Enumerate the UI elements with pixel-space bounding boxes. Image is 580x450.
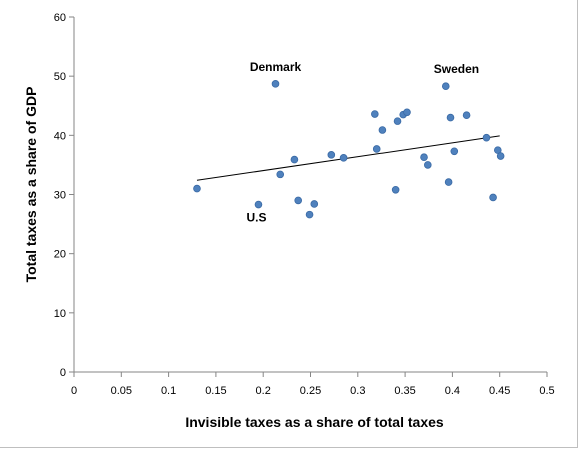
data-point [424,161,432,169]
x-tick-label: 0.4 [445,385,460,397]
data-point [371,110,379,118]
y-tick-label: 50 [54,71,66,83]
data-point [444,178,453,186]
data-point [462,111,471,120]
y-tick-label: 10 [54,308,66,320]
y-tick-label: 20 [54,249,66,261]
data-point [446,113,455,122]
y-axis-title: Total taxes as a share of GDP [23,87,39,283]
data-point [496,152,505,160]
y-axis-ticks: 0 10 20 30 40 50 60 [54,12,74,379]
data-point [441,82,450,91]
data-point [271,80,280,88]
x-tick-label: 0 [71,385,77,397]
y-tick-label: 30 [54,190,66,202]
data-point [254,200,263,209]
x-tick-label: 0.25 [300,385,321,397]
x-axis-title: Invisible taxes as a share of total taxe… [185,414,444,430]
data-point [305,210,314,219]
annotations: Denmark Sweden U.S [246,60,479,225]
trendline [196,135,500,181]
data-point [290,155,299,164]
annotation-sweden: Sweden [434,62,479,76]
data-point [193,184,201,193]
x-tick-label: 0.35 [394,385,415,397]
x-axis-ticks: 0 0.05 0.1 0.15 0.2 0.25 0.3 0.35 0.4 0.45 0.5 [71,372,555,397]
x-tick-label: 0.15 [205,385,226,397]
x-tick-label: 0.1 [161,385,176,397]
x-tick-label: 0.05 [111,385,132,397]
x-tick-label: 0.3 [350,385,365,397]
data-point [393,117,402,125]
y-tick-label: 40 [54,130,66,142]
annotation-denmark: Denmark [250,60,302,74]
data-point [403,108,411,117]
data-point [489,193,497,202]
y-tick-label: 60 [54,12,66,24]
data-point [378,126,387,134]
x-tick-label: 0.5 [539,385,554,397]
data-point [391,185,400,194]
data-point [310,200,319,208]
data-point [420,153,428,162]
data-points [193,80,505,219]
data-point [294,196,303,205]
data-point [482,133,491,142]
x-tick-label: 0.2 [256,385,271,397]
data-point [276,170,285,179]
x-tick-label: 0.45 [489,385,510,397]
y-tick-label: 0 [60,367,66,379]
data-point [327,151,336,159]
data-point [450,147,459,156]
data-point [339,154,348,162]
data-point [372,145,381,153]
annotation-us: U.S [246,211,266,225]
